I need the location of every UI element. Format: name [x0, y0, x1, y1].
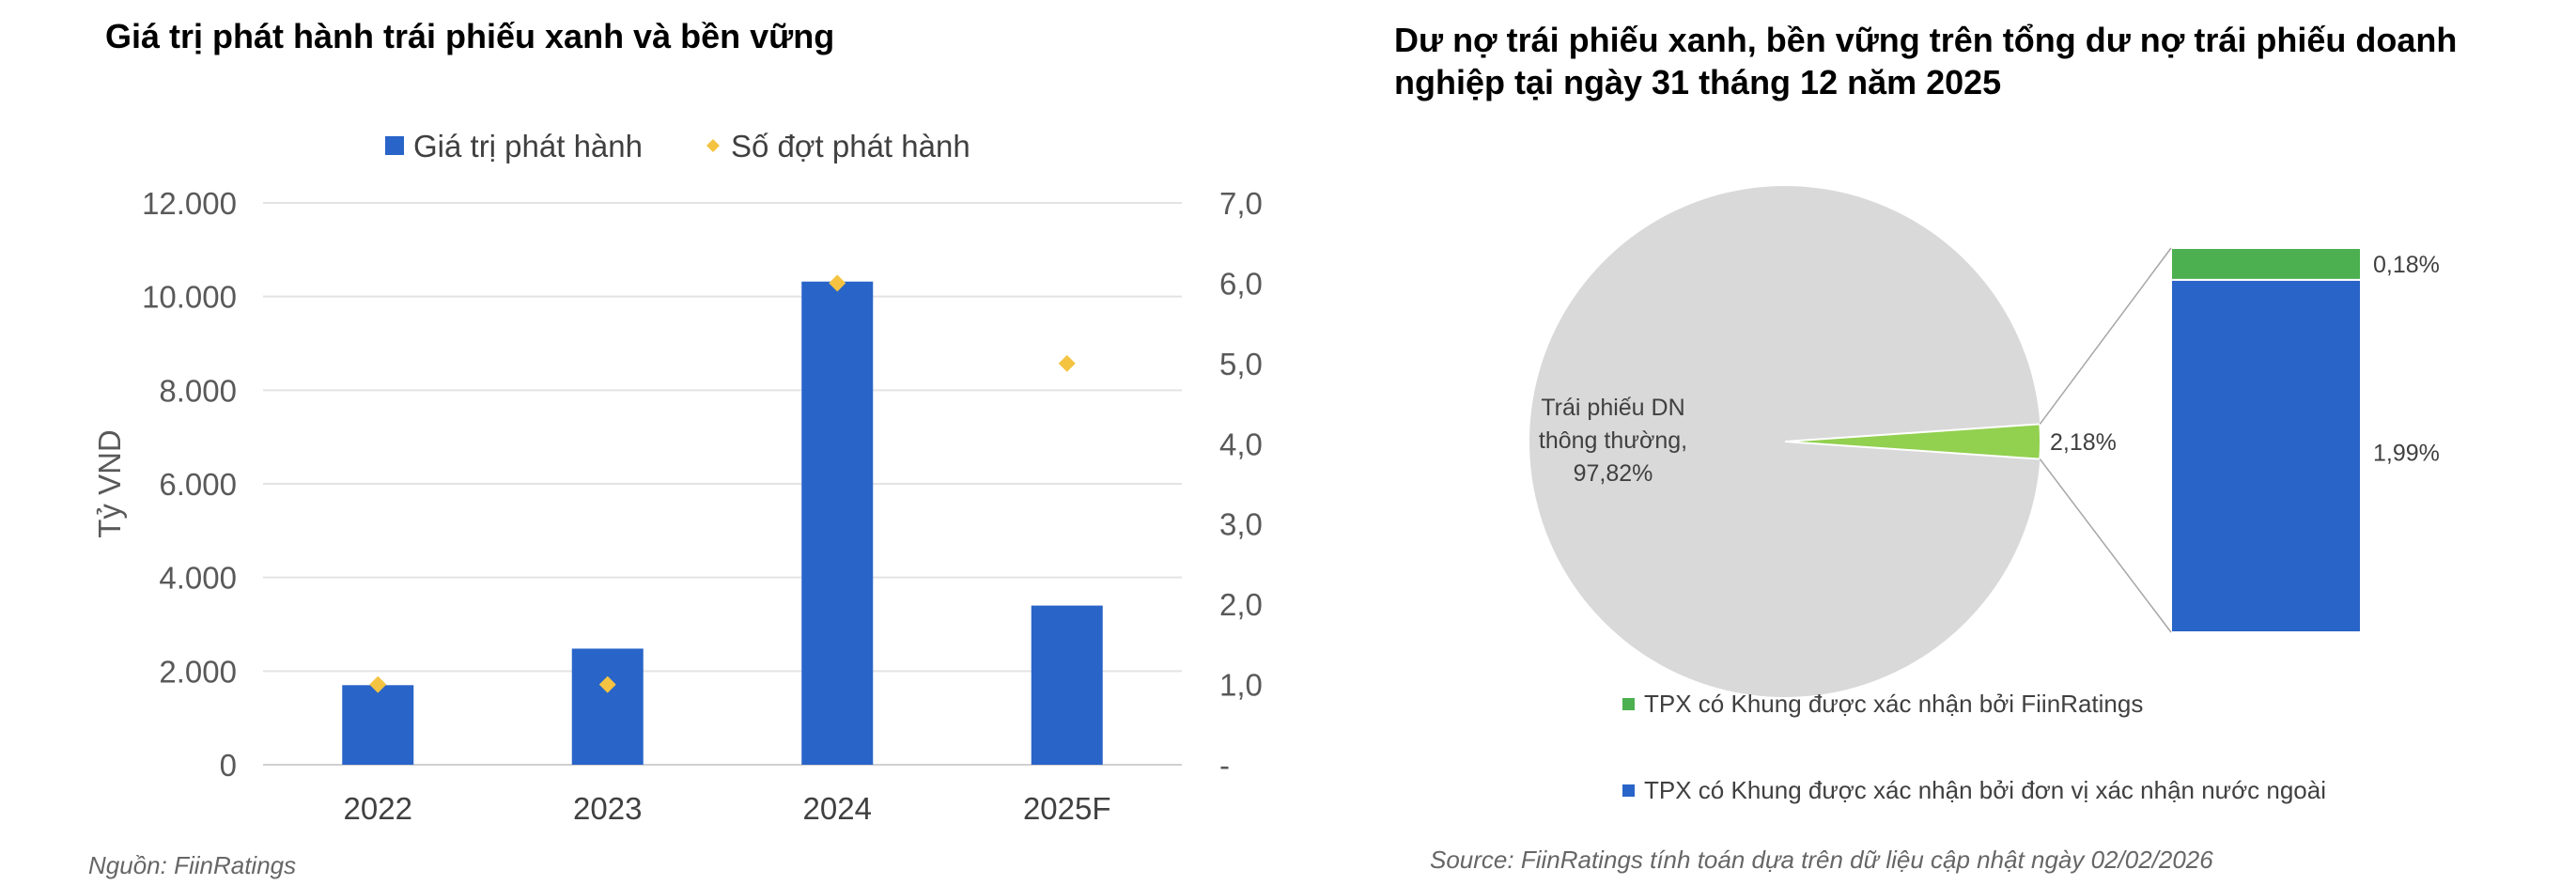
bar [342, 685, 414, 765]
marker-point [1058, 354, 1076, 372]
y-tick-label: 6.000 [159, 467, 237, 502]
y-axis-label: Tỷ VND [92, 429, 127, 538]
y2-tick-label: 6,0 [1219, 266, 1263, 301]
pie-label-line1: Trái phiếu DN [1541, 395, 1684, 421]
bar [1031, 605, 1103, 765]
y-tick-label: 2.000 [159, 654, 237, 689]
left-chart-panel: Giá trị phát hành trái phiếu xanh và bền… [88, 17, 1263, 879]
left-chart-source: Nguồn: FiinRatings [88, 851, 297, 879]
y-tick-label: 8.000 [159, 373, 237, 408]
y2-tick-label: 5,0 [1219, 347, 1263, 381]
bar [571, 648, 644, 765]
y-tick-label: 0 [220, 748, 237, 783]
y2-tick-label: 3,0 [1219, 507, 1263, 542]
right-chart-panel: Dư nợ trái phiếu xanh, bền vững trên tổn… [1334, 0, 2576, 885]
x-tick-label: 2023 [573, 791, 642, 826]
pie-slice-value: 2,18% [2050, 429, 2117, 456]
y2-tick-label: 4,0 [1219, 427, 1263, 461]
breakdown-value-label: 1,99% [2373, 440, 2440, 466]
legend-label: TPX có Khung được xác nhận bởi đơn vị xá… [1644, 776, 2326, 804]
pie-slice-value: 97,82% [1574, 460, 1653, 487]
pie-slice [1784, 423, 2041, 460]
y2-tick-label: 2,0 [1219, 587, 1263, 622]
bar-chart: 0 2.000 4.000 6.000 8.000 10.000 12.000 - 1,0 2,0… [92, 129, 1263, 826]
marker-point [829, 274, 846, 292]
pie-slice [1529, 186, 2041, 698]
y-tick-label: 4.000 [159, 561, 237, 596]
marker-point [598, 675, 616, 693]
connector-line [2039, 458, 2172, 633]
y2-tick-label: - [1219, 748, 1230, 783]
legend-swatch [1622, 784, 1635, 797]
x-tick-label: 2025F [1023, 791, 1111, 826]
breakdown-value-label: 0,18% [2373, 252, 2440, 278]
bar [801, 281, 874, 766]
legend-bar-label: Giá trị phát hành [413, 129, 643, 163]
right-chart-source: Source: FiinRatings tính toán dựa trên d… [1430, 846, 2213, 874]
connector-line [2039, 247, 2172, 425]
y-tick-label: 12.000 [142, 186, 237, 221]
legend-bar-swatch [385, 136, 404, 155]
y2-tick-label: 1,0 [1219, 668, 1263, 703]
x-tick-label: 2024 [803, 791, 872, 826]
y-tick-label: 10.000 [142, 280, 237, 315]
pie-label-line2: thông thường, [1539, 427, 1687, 454]
y2-tick-label: 7,0 [1219, 186, 1263, 221]
legend-label: TPX có Khung được xác nhận bởi FiinRatin… [1644, 690, 2143, 718]
right-chart-title: Dư nợ trái phiếu xanh, bền vững trên tổn… [1394, 21, 2458, 101]
legend-marker-swatch [706, 139, 720, 152]
left-chart-title: Giá trị phát hành trái phiếu xanh và bền… [105, 17, 835, 55]
marker-point [369, 675, 387, 693]
x-tick-label: 2022 [344, 791, 412, 826]
breakdown-segment [2170, 247, 2362, 281]
legend-marker-label: Số đợt phát hành [731, 129, 970, 163]
breakdown-segment [2170, 278, 2362, 633]
legend-swatch [1622, 698, 1635, 710]
pie-bar-chart: Trái phiếu DN thông thường, 97,82% 2,18% 0,1… [1529, 186, 2440, 804]
